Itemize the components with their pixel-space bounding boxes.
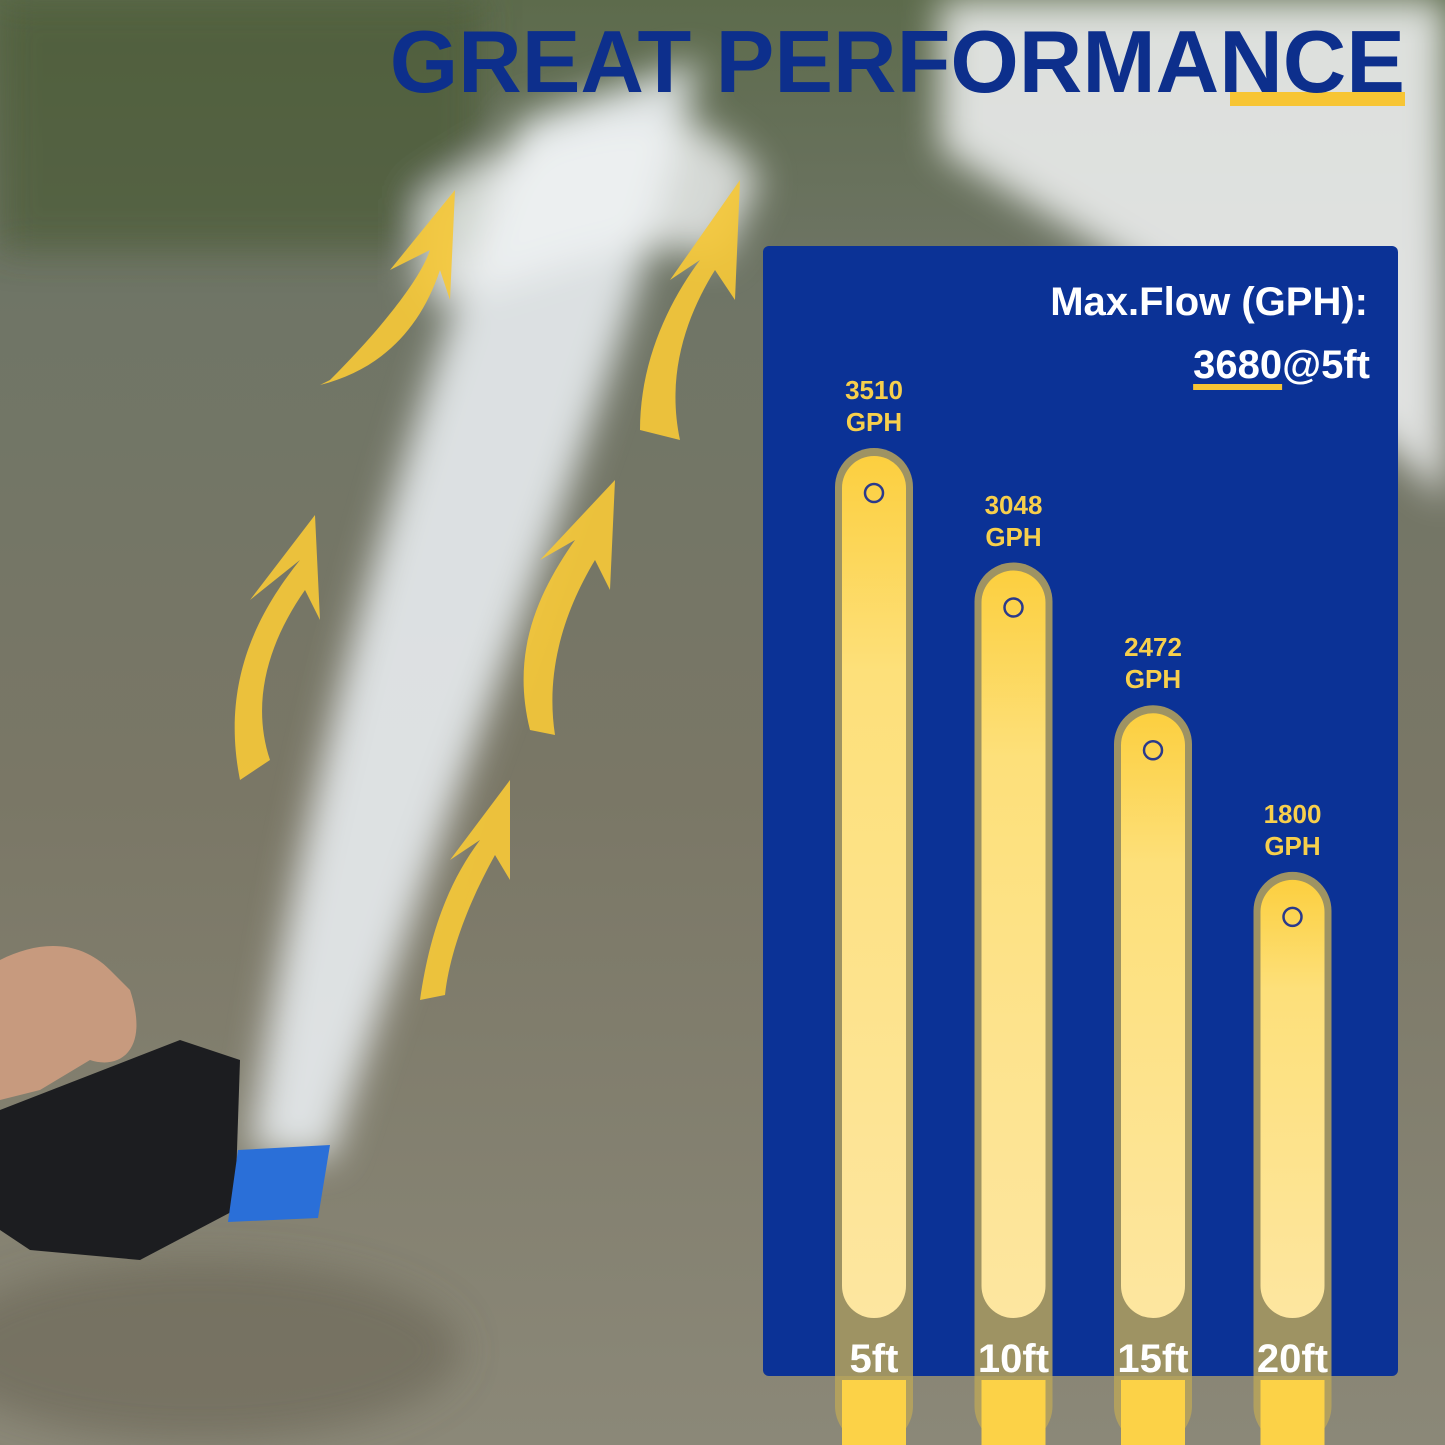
bar [842, 456, 906, 1318]
value-label: 3048 GPH [984, 489, 1043, 552]
bar-foot [1121, 1380, 1185, 1445]
drop-icon [1142, 740, 1164, 761]
drop-icon [1003, 597, 1024, 618]
chart-title: GREAT PERFORMANCE [390, 12, 1405, 111]
bar-foot [1260, 1380, 1325, 1445]
annotation-underline [1193, 384, 1283, 390]
value-label: 1800 GPH [1263, 798, 1322, 861]
value-label: 3510 GPH [845, 375, 903, 437]
x-tick-label: 10ft [978, 1337, 1049, 1381]
pump [0, 1040, 240, 1260]
bar [1260, 879, 1325, 1318]
chart-subtitle: Max.Flow (GPH): [1050, 280, 1368, 324]
bar-foot [842, 1380, 906, 1445]
bar [981, 570, 1046, 1318]
drop-icon [863, 482, 885, 504]
chart-panel [763, 246, 1398, 1376]
annotation: 3680@5ft [1193, 343, 1370, 387]
x-tick-label: 5ft [850, 1337, 899, 1381]
title-underline [1230, 92, 1405, 106]
bar-foot [981, 1380, 1046, 1445]
drop-icon [1282, 906, 1303, 928]
hand [0, 946, 137, 1100]
bar [1121, 713, 1185, 1318]
flow-arrows [234, 180, 740, 1000]
x-tick-label: 15ft [1117, 1337, 1188, 1381]
value-label: 2472 GPH [1124, 632, 1182, 695]
x-tick-label: 20ft [1257, 1337, 1328, 1381]
pump-outlet [228, 1145, 330, 1222]
